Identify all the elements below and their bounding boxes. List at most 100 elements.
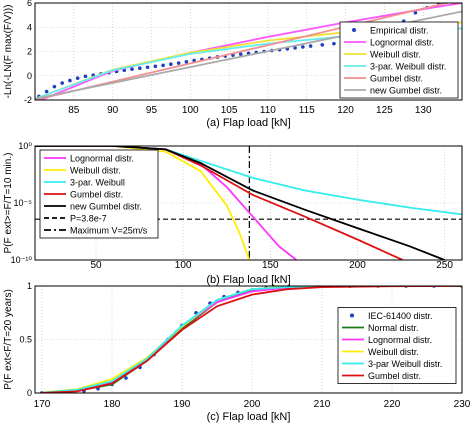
x-tick-label: 210 <box>314 399 331 410</box>
y-tick-label: 0 <box>27 388 32 398</box>
series-line <box>35 3 451 100</box>
x-tick-label: 110 <box>260 105 276 116</box>
legend-label: Weibull distr. <box>70 166 121 176</box>
series-line <box>41 286 462 393</box>
x-tick-label: 120 <box>337 105 354 116</box>
data-point <box>238 52 243 56</box>
legend-label: 3-par. Weibull <box>70 178 125 188</box>
panel-2: 50 100 150 200 250 10⁰ 10⁻⁵ 10⁻¹⁰ (b) Flap load … <box>3 141 463 286</box>
x-tick-label: 220 <box>384 399 401 410</box>
data-point <box>145 65 150 70</box>
plot-area <box>40 286 462 393</box>
y-tick-label: 4 <box>27 22 32 32</box>
x-tick-label: 85 <box>68 105 80 116</box>
y-tick-label: 10⁻¹⁰ <box>11 255 33 265</box>
data-point <box>332 41 336 46</box>
x-tick-label: 200 <box>244 399 261 410</box>
plot-area <box>35 146 462 260</box>
data-point <box>83 74 88 79</box>
x-tick-label: 200 <box>349 260 366 271</box>
x-tick-label: 150 <box>262 260 279 271</box>
y-axis-label: P(F ext>=F/T=10 min.) <box>3 153 14 254</box>
x-tick-label: 180 <box>104 399 121 410</box>
data-point <box>293 46 297 50</box>
legend-label: Weibull distr. <box>368 347 419 357</box>
y-tick-label: 10⁻⁵ <box>14 198 33 208</box>
legend: Empirical distr. Lognormal distr. Weibull … <box>339 21 459 99</box>
series-line <box>35 146 445 260</box>
data-point <box>169 62 173 67</box>
x-tick-label: 105 <box>221 105 238 116</box>
legend-label: 3-par. Weibull distr. <box>370 62 446 72</box>
legend-marker <box>352 28 356 32</box>
data-point <box>153 64 158 69</box>
y-tick-label: 10⁰ <box>18 141 32 151</box>
x-tick-label: 190 <box>174 399 191 410</box>
data-point <box>124 376 128 380</box>
x-tick-label: 100 <box>182 105 199 116</box>
data-point <box>413 10 418 15</box>
data-point <box>122 68 127 73</box>
y-tick-label: 1 <box>27 281 32 291</box>
panel-1: 85 90 95 100 105 110 115 120 125 130 -2 0 2 4 6 (a) Fla… <box>3 0 463 129</box>
y-tick-label: 0 <box>27 71 32 81</box>
y-tick-label: 0.5 <box>19 335 32 345</box>
x-axis-label: (c) Flap load [kN] <box>207 411 291 423</box>
data-point <box>75 76 80 80</box>
data-point <box>60 81 64 85</box>
legend-label: Lognormal distr. <box>368 335 432 345</box>
x-axis-label: (b) Flap load [kN] <box>206 274 290 286</box>
y-tick-label: -2 <box>24 95 32 105</box>
y-tick-label: 6 <box>27 0 32 8</box>
y-axis-label: P(F ext<F/T=20 years) <box>3 289 14 390</box>
legend-label: Lognormal distr. <box>70 154 134 164</box>
x-tick-label: 250 <box>436 260 453 271</box>
legend-label: new Gumbel distr. <box>70 202 142 212</box>
data-point <box>308 44 313 48</box>
legend-label: Gumbel distr. <box>368 371 421 381</box>
legend-box <box>337 307 457 384</box>
data-point <box>176 61 181 65</box>
data-point <box>320 43 325 47</box>
legend: IEC-61400 distr. Normal distr. Lognormal d… <box>337 307 457 384</box>
y-tick-label: 2 <box>27 47 32 57</box>
data-point <box>161 63 165 68</box>
legend-label: 3-par Weibull distr. <box>368 359 442 369</box>
legend: Lognormal distr. Weibull distr. 3-par. Wei… <box>39 149 159 239</box>
legend-box <box>339 21 459 99</box>
legend-label: Normal distr. <box>368 323 419 333</box>
legend-marker <box>350 313 354 318</box>
x-tick-label: 50 <box>90 260 102 271</box>
data-point <box>301 45 305 49</box>
x-tick-label: 90 <box>107 105 119 116</box>
data-point <box>44 89 49 94</box>
legend-label: Empirical distr. <box>370 26 429 36</box>
legend-label: Lognormal distr. <box>370 38 434 48</box>
legend-label: Maximum V=25m/s <box>70 226 148 236</box>
x-tick-label: 100 <box>175 260 192 271</box>
legend-label: new Gumbel distr. <box>370 86 442 96</box>
x-tick-label: 125 <box>376 105 393 116</box>
legend-label: P=3.8e-7 <box>70 214 107 224</box>
legend-label: Weibull distr. <box>370 50 421 60</box>
series-line <box>35 146 251 260</box>
legend-label: IEC-61400 distr. <box>368 311 433 321</box>
data-point <box>184 60 189 64</box>
x-tick-label: 230 <box>454 399 471 410</box>
data-point <box>138 66 142 71</box>
axes-box <box>34 285 463 394</box>
axes-box <box>34 2 463 101</box>
data-point <box>130 67 134 71</box>
x-tick-label: 115 <box>299 105 315 116</box>
series-line <box>41 286 462 393</box>
data-point <box>68 78 72 83</box>
axes-box <box>34 145 463 261</box>
legend-label: Gumbel distr. <box>70 190 123 200</box>
panel-3: 170 180 190 200 210 220 230 0 0.5 1 (c) Flap load … <box>3 281 471 423</box>
y-axis-label: -Ln(-LN(F max(F/V))) <box>3 5 14 99</box>
x-tick-label: 95 <box>146 105 158 116</box>
x-tick-label: 130 <box>415 105 432 116</box>
x-tick-label: 170 <box>34 399 51 410</box>
data-point <box>52 84 57 89</box>
